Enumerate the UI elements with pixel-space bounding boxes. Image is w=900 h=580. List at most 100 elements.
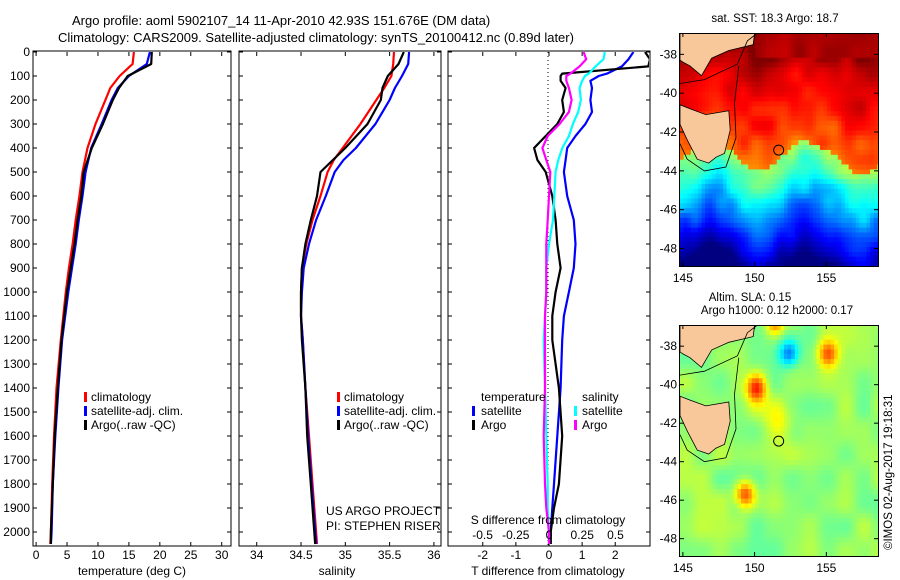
sst-cell	[873, 232, 878, 238]
sst-cell	[816, 178, 821, 184]
sst-cell	[741, 178, 745, 184]
sst-cell	[708, 202, 713, 209]
sst-cell	[680, 81, 684, 87]
sla-cell	[730, 387, 735, 393]
sst-cell	[837, 134, 842, 141]
sla-cell	[780, 503, 785, 509]
sla-cell	[819, 411, 824, 417]
sla-cell	[827, 512, 832, 518]
sla-cell	[766, 522, 771, 528]
sst-cell	[819, 96, 824, 102]
legend-label-climatology: climatology	[344, 390, 404, 404]
sst-cell	[791, 222, 796, 228]
sst-cell	[723, 173, 727, 180]
sla-cell	[758, 450, 763, 456]
sst-cell	[758, 115, 763, 121]
sla-cell	[827, 430, 832, 437]
sst-cell	[873, 168, 878, 175]
sst-cell	[690, 101, 695, 107]
sla-cell	[712, 536, 717, 542]
sst-cell	[769, 125, 774, 131]
sst-cell	[798, 246, 803, 252]
sla-cell	[816, 392, 821, 398]
sla-cell	[726, 531, 731, 538]
sla-cell	[809, 334, 814, 340]
sla-cell	[726, 353, 731, 360]
sst-cell	[741, 256, 745, 262]
sst-cell	[805, 168, 810, 175]
sst-cell	[823, 149, 828, 155]
sst-cell	[683, 178, 688, 184]
sla-cell	[708, 503, 713, 509]
sla-cell	[784, 450, 788, 456]
sla-cell	[776, 416, 781, 422]
sla-cell	[737, 507, 742, 514]
sla-cell	[737, 344, 742, 350]
sla-cell	[766, 411, 771, 417]
sst-cell	[741, 67, 745, 73]
sla-cell	[780, 421, 785, 427]
sst-cell	[748, 227, 753, 233]
sst-cell	[848, 246, 853, 252]
sst-cell	[683, 67, 688, 73]
sst-cell	[776, 193, 781, 199]
sla-cell	[812, 334, 817, 340]
sla-cell	[787, 454, 792, 461]
sla-cell	[784, 363, 788, 369]
sla-cell	[766, 474, 771, 480]
sst-cell	[701, 71, 706, 78]
sst-cell	[694, 71, 699, 78]
sst-cell	[794, 67, 799, 73]
sla-cell	[697, 464, 702, 470]
sst-cell	[794, 232, 799, 238]
sla-cell	[823, 546, 828, 552]
sst-cell	[758, 144, 763, 150]
project-annotation: US ARGO PROJECT	[326, 504, 441, 518]
sst-cell	[845, 251, 849, 257]
legend-swatch-t-argo	[472, 420, 475, 430]
sst-cell	[766, 149, 771, 155]
sst-cell	[798, 144, 803, 150]
sst-cell	[834, 217, 839, 223]
sst-cell	[841, 144, 846, 150]
sst-cell	[758, 183, 763, 189]
sst-cell	[780, 115, 785, 121]
sst-cell	[780, 101, 785, 107]
sst-cell	[776, 47, 781, 53]
sst-cell	[823, 241, 828, 247]
sst-cell	[805, 67, 810, 73]
sla-cell	[748, 445, 753, 451]
sst-cell	[845, 115, 849, 121]
sla-cell	[726, 483, 731, 489]
sst-cell	[791, 37, 796, 44]
sst-cell	[776, 261, 781, 266]
sst-cell	[776, 134, 781, 141]
sst-cell	[744, 193, 749, 199]
sst-cell	[751, 193, 756, 199]
sst-cell	[708, 91, 713, 97]
sla-cell	[798, 402, 803, 408]
salinity-axes-frame	[238, 50, 442, 547]
sst-cell	[708, 81, 713, 87]
sla-cell	[751, 334, 756, 340]
sla-cell	[694, 483, 699, 489]
sst-cell	[701, 183, 706, 189]
sla-cell	[784, 551, 788, 556]
sla-cell	[762, 493, 767, 499]
sla-cell	[744, 426, 749, 432]
sst-cell	[841, 212, 846, 218]
sst-cell	[683, 217, 688, 223]
sla-cell	[784, 373, 788, 379]
sst-cell	[805, 81, 810, 87]
sst-cell	[769, 178, 774, 184]
sst-cell	[766, 47, 771, 53]
sla-cell	[809, 353, 814, 360]
sla-cell	[776, 450, 781, 456]
sst-cell	[755, 188, 760, 194]
sst-cell	[870, 125, 875, 131]
sst-cell	[751, 57, 756, 63]
sla-cell	[741, 406, 745, 412]
sst-cell	[787, 188, 792, 194]
sst-cell	[866, 241, 871, 247]
sla-cell	[744, 522, 749, 528]
